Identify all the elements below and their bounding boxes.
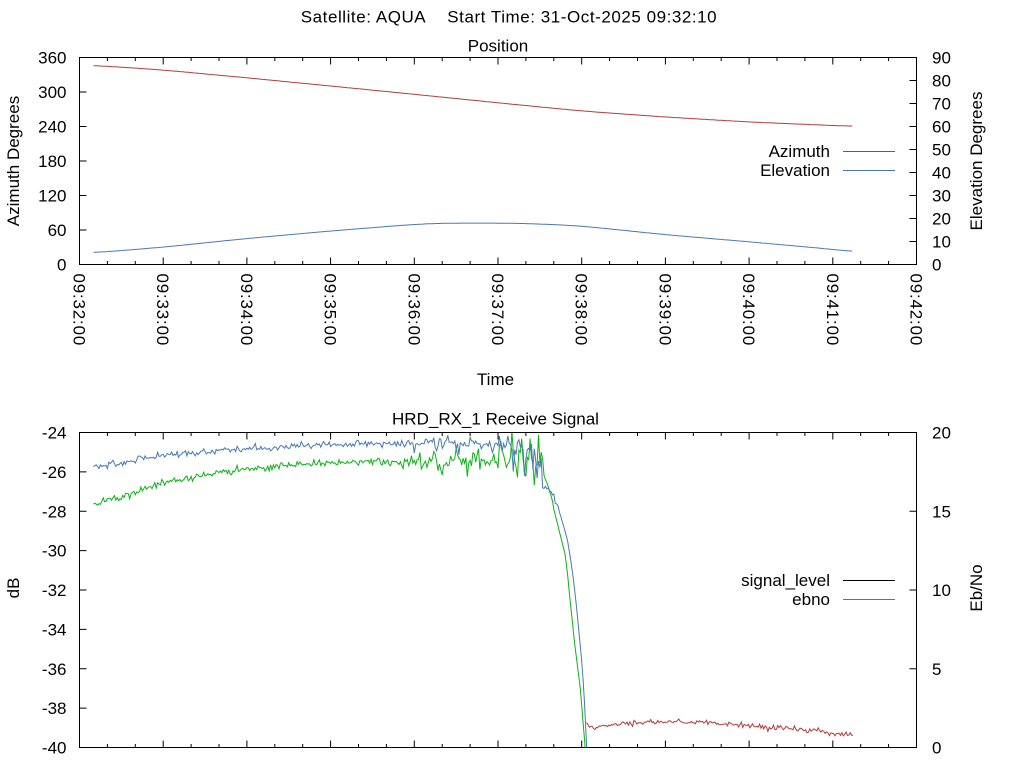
svg-text:20: 20	[932, 210, 951, 229]
svg-text:50: 50	[932, 141, 951, 160]
svg-text:-24: -24	[42, 424, 67, 443]
svg-text:0: 0	[57, 256, 66, 275]
svg-text:-26: -26	[42, 463, 67, 482]
svg-text:120: 120	[38, 187, 66, 206]
svg-text:-36: -36	[42, 660, 67, 679]
svg-text:0: 0	[932, 256, 941, 275]
svg-text:15: 15	[932, 502, 951, 521]
svg-text:240: 240	[38, 118, 66, 137]
svg-text:09:38:00: 09:38:00	[572, 274, 591, 347]
svg-text:180: 180	[38, 152, 66, 171]
svg-text:60: 60	[48, 221, 67, 240]
svg-text:-32: -32	[42, 581, 67, 600]
svg-text:Azimuth: Azimuth	[769, 142, 830, 161]
svg-text:360: 360	[38, 49, 66, 68]
svg-text:09:42:00: 09:42:00	[907, 274, 926, 347]
svg-text:09:37:00: 09:37:00	[488, 274, 507, 347]
svg-text:HRD_RX_1 Receive Signal: HRD_RX_1 Receive Signal	[392, 410, 599, 429]
svg-text:signal_level: signal_level	[741, 571, 830, 590]
svg-text:40: 40	[932, 164, 951, 183]
svg-text:09:34:00: 09:34:00	[237, 274, 256, 347]
svg-text:30: 30	[932, 187, 951, 206]
svg-text:60: 60	[932, 118, 951, 137]
svg-text:5: 5	[932, 660, 941, 679]
svg-text:Time: Time	[477, 370, 514, 389]
svg-text:10: 10	[932, 581, 951, 600]
svg-text:dB: dB	[4, 578, 23, 599]
svg-text:70: 70	[932, 95, 951, 114]
svg-text:-34: -34	[42, 620, 67, 639]
svg-text:80: 80	[932, 72, 951, 91]
svg-text:-30: -30	[42, 542, 67, 561]
svg-text:Azimuth Degrees: Azimuth Degrees	[4, 96, 23, 226]
svg-text:09:36:00: 09:36:00	[404, 274, 423, 347]
svg-text:Elevation: Elevation	[760, 161, 830, 180]
svg-text:Eb/No: Eb/No	[967, 564, 986, 611]
svg-text:20: 20	[932, 424, 951, 443]
svg-text:09:33:00: 09:33:00	[153, 274, 172, 347]
svg-text:-38: -38	[42, 699, 67, 718]
svg-text:300: 300	[38, 83, 66, 102]
svg-text:Elevation Degrees: Elevation Degrees	[967, 92, 986, 231]
svg-text:09:39:00: 09:39:00	[655, 274, 674, 347]
svg-text:0: 0	[932, 739, 941, 758]
svg-text:09:35:00: 09:35:00	[321, 274, 340, 347]
svg-text:Satellite: AQUA Start Time:: Satellite: AQUA Start Time: 31-Oct-2025 …	[301, 8, 717, 27]
svg-text:Position: Position	[468, 37, 528, 56]
svg-text:-40: -40	[42, 739, 67, 758]
svg-text:09:41:00: 09:41:00	[823, 274, 842, 347]
svg-text:10: 10	[932, 233, 951, 252]
svg-text:09:32:00: 09:32:00	[70, 274, 89, 347]
svg-text:-28: -28	[42, 502, 67, 521]
svg-text:90: 90	[932, 49, 951, 68]
svg-text:ebno: ebno	[792, 590, 830, 609]
svg-text:09:40:00: 09:40:00	[739, 274, 758, 347]
